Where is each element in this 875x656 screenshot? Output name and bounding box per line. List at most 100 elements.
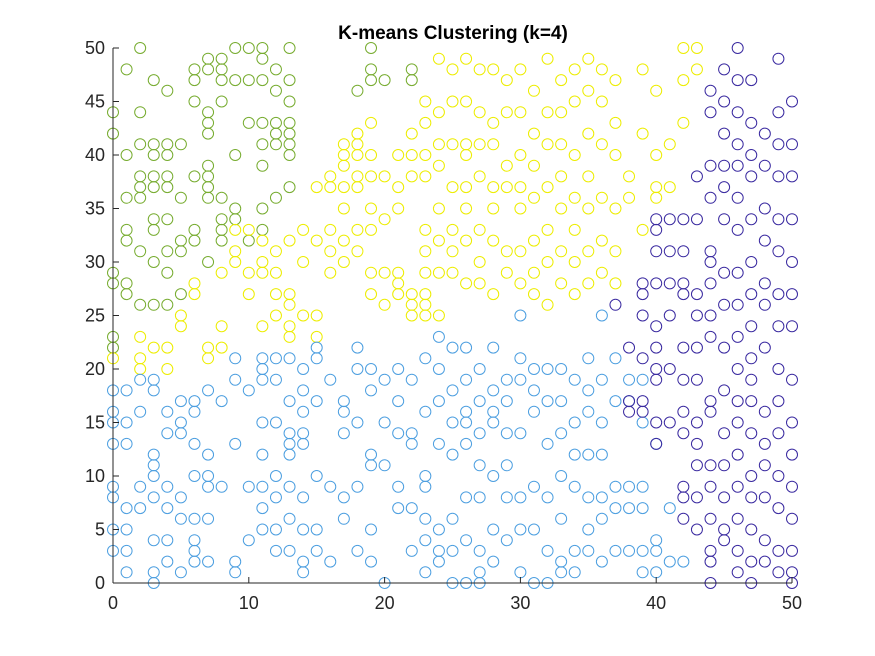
cluster-2-point (405, 127, 418, 140)
cluster-1-point (256, 116, 269, 129)
cluster-2-point (677, 74, 690, 87)
cluster-2-point (392, 181, 405, 194)
cluster-2-point (432, 202, 445, 215)
cluster-4-point (650, 245, 663, 258)
y-tick-label: 35 (85, 199, 105, 219)
cluster-4-point (786, 95, 798, 108)
cluster-1-point (215, 191, 228, 204)
cluster-2-point (500, 74, 513, 87)
cluster-3-point (527, 523, 540, 536)
cluster-2-point (337, 234, 350, 247)
cluster-3-point (432, 523, 445, 536)
cluster-4-point (745, 470, 758, 482)
cluster-2-point (269, 266, 282, 279)
cluster-3-point (242, 534, 255, 547)
cluster-3-point (337, 427, 350, 440)
cluster-3-point (283, 395, 296, 408)
cluster-1-point (215, 95, 228, 108)
cluster-3-point (432, 395, 445, 408)
cluster-2-point (473, 138, 486, 151)
cluster-3-point (337, 512, 350, 525)
cluster-2-point (229, 223, 242, 236)
cluster-1-point (229, 74, 242, 87)
cluster-2-point (460, 202, 473, 215)
cluster-3-point (432, 555, 445, 568)
cluster-3-point (527, 363, 540, 375)
cluster-3-point (392, 363, 405, 375)
cluster-3-point (310, 395, 323, 408)
cluster-4-point (745, 523, 758, 536)
cluster-3-point (568, 566, 581, 579)
cluster-3-point (229, 352, 242, 365)
cluster-2-point (269, 245, 282, 258)
cluster-4-point (663, 309, 676, 322)
cluster-3-point (351, 480, 364, 493)
cluster-4-point (663, 363, 676, 375)
cluster-4-point (731, 266, 744, 279)
cluster-3-point (473, 459, 486, 472)
x-tick-label: 30 (510, 593, 530, 613)
cluster-3-point (609, 502, 622, 515)
cluster-1-point (283, 149, 296, 161)
cluster-1-point (147, 256, 160, 268)
cluster-2-point (134, 352, 147, 365)
cluster-2-point (378, 170, 391, 183)
cluster-2-point (337, 256, 350, 268)
cluster-2-point (324, 181, 337, 194)
cluster-3-point (514, 491, 527, 504)
cluster-3-point (174, 427, 187, 440)
cluster-3-point (229, 437, 242, 450)
cluster-3-point (500, 491, 513, 504)
cluster-3-point (419, 352, 432, 365)
cluster-2-point (147, 341, 160, 354)
cluster-2-point (500, 266, 513, 279)
cluster-3-point (568, 448, 581, 461)
cluster-2-point (365, 266, 378, 279)
cluster-2-point (365, 202, 378, 215)
cluster-1-point (405, 74, 418, 87)
cluster-4-point (745, 288, 758, 301)
cluster-1-point (256, 74, 269, 87)
cluster-3-point (161, 480, 174, 493)
cluster-4-point (731, 363, 744, 375)
cluster-3-point (351, 416, 364, 429)
cluster-2-point (337, 181, 350, 194)
cluster-4-point (650, 341, 663, 354)
cluster-2-point (378, 266, 391, 279)
cluster-3-point (405, 437, 418, 450)
cluster-4-point (772, 245, 785, 258)
cluster-2-point (595, 191, 608, 204)
cluster-2-point (446, 138, 459, 151)
cluster-2-point (555, 277, 568, 290)
cluster-3-point (541, 544, 554, 557)
cluster-2-point (310, 181, 323, 194)
cluster-3-point (595, 491, 608, 504)
cluster-4-point (677, 213, 690, 226)
cluster-4-point (731, 298, 744, 311)
cluster-2-point (392, 149, 405, 161)
cluster-4-point (786, 320, 798, 333)
cluster-2-point (324, 223, 337, 236)
cluster-1-point (188, 170, 201, 183)
cluster-4-point (677, 427, 690, 440)
cluster-3-point (174, 566, 187, 579)
cluster-2-point (650, 191, 663, 204)
cluster-3-point (636, 480, 649, 493)
cluster-2-point (514, 63, 527, 76)
cluster-3-point (636, 502, 649, 515)
cluster-1-point (202, 63, 215, 76)
cluster-4-point (704, 159, 717, 172)
cluster-3-point (446, 416, 459, 429)
cluster-4-point (758, 202, 771, 215)
cluster-4-point (772, 363, 785, 375)
cluster-1-point (365, 42, 378, 54)
cluster-3-point (514, 523, 527, 536)
cluster-2-point (582, 245, 595, 258)
cluster-1-point (215, 74, 228, 87)
cluster-1-point (242, 42, 255, 54)
cluster-2-point (215, 320, 228, 333)
cluster-3-point (229, 373, 242, 386)
cluster-3-point (636, 544, 649, 557)
cluster-3-point (188, 555, 201, 568)
cluster-2-point (473, 277, 486, 290)
